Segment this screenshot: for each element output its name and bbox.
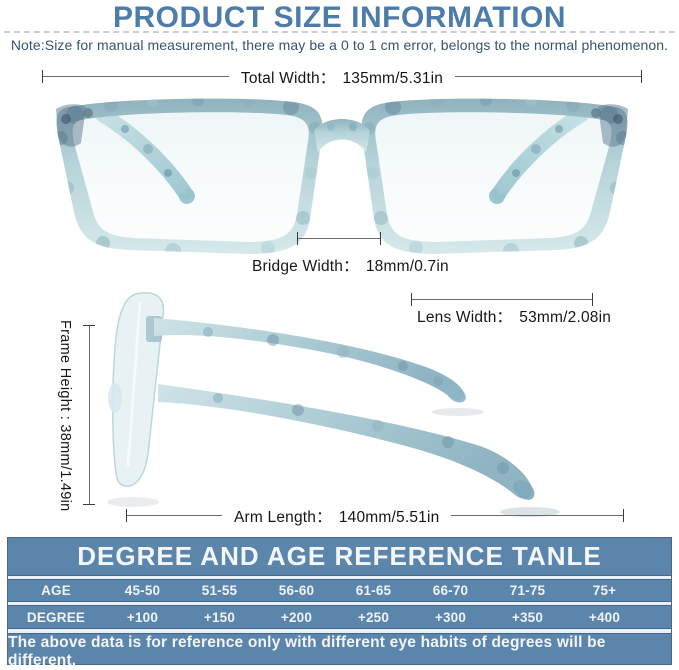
measure-line (127, 515, 222, 516)
age-value-cell: 45-50 (124, 583, 161, 598)
degree-row: DEGREE +100 +150 +200 +250 +300 +350 +40… (8, 606, 671, 628)
total-width-measure: Total Width： 135mm/5.31in (42, 69, 643, 87)
page-title: PRODUCT SIZE INFORMATION (112, 1, 567, 34)
degree-value-cell: +200 (280, 609, 313, 625)
measure-tick (623, 509, 624, 522)
reference-table: DEGREE AND AGE REFERENCE TANLE AGE 45-50… (7, 537, 672, 669)
glasses-side-view (107, 292, 560, 517)
degree-value-cell: +400 (588, 609, 621, 625)
measure-line (88, 326, 90, 504)
measure-tick (411, 293, 412, 306)
measure-tick (592, 293, 593, 306)
table-footnote: The above data is for reference only wit… (8, 634, 606, 669)
measure-tick (641, 70, 643, 83)
measurement-note: Note:Size for manual measurement, there … (10, 37, 669, 53)
table-separator (8, 575, 671, 580)
label-text: Lens Width： (417, 309, 513, 326)
measure-tick (380, 232, 381, 245)
degree-row-label: DEGREE (26, 609, 86, 625)
lens-width-measure (411, 292, 593, 307)
degree-value-cell: +100 (126, 609, 159, 625)
value-text: 18mm/0.7in (365, 258, 449, 275)
age-value-cell: 56-60 (278, 583, 315, 598)
glasses-front-view (56, 93, 632, 268)
dashed-divider (4, 31, 675, 33)
degree-value-cell: +250 (357, 609, 390, 625)
age-row: AGE 45-50 51-55 56-60 61-65 66-70 71-75 … (8, 580, 671, 601)
table-separator (8, 628, 671, 634)
frame-height-measure (82, 325, 96, 505)
value-text: 140mm/5.51in (338, 508, 440, 526)
label-text: Arm Length： (234, 508, 332, 526)
value-text: 135mm/5.31in (342, 69, 444, 87)
label-text: Frame Height : (57, 320, 73, 425)
table-separator (8, 601, 671, 606)
label-text: Bridge Width： (252, 258, 359, 275)
frame-height-label: Frame Height : 38mm/1.49in (57, 320, 73, 516)
table-title: DEGREE AND AGE REFERENCE TANLE (77, 541, 602, 571)
measure-line (455, 76, 642, 77)
measure-line (451, 515, 623, 516)
measure-tick (297, 232, 298, 245)
age-value-cell: 51-55 (201, 583, 238, 598)
value-text: 53mm/2.08in (519, 309, 612, 326)
measure-line (298, 238, 380, 239)
age-value-cell: 61-65 (355, 583, 392, 598)
age-value-cell: 75+ (592, 583, 617, 598)
measure-tick (126, 509, 127, 522)
measure-tick (83, 325, 95, 326)
age-row-label: AGE (41, 583, 71, 598)
measure-tick (42, 70, 43, 83)
degree-value-cell: +300 (434, 609, 467, 625)
measure-line (412, 299, 592, 300)
age-value-cell: 71-75 (509, 583, 546, 598)
arm-length-measure: Arm Length： 140mm/5.51in (126, 508, 624, 526)
total-width-label: Total Width： 135mm/5.31in (241, 66, 443, 88)
bridge-width-label: Bridge Width： 18mm/0.7in (252, 254, 449, 276)
age-value-cell: 66-70 (432, 583, 469, 598)
label-text: Total Width： (240, 69, 336, 87)
measure-tick (83, 504, 95, 505)
value-text: 38mm/1.49in (57, 424, 73, 512)
lens-width-label: Lens Width： 53mm/2.08in (417, 305, 611, 327)
degree-value-cell: +150 (203, 609, 236, 625)
bridge-width-measure (297, 231, 381, 246)
measure-line (43, 76, 229, 77)
arm-length-label: Arm Length： 140mm/5.51in (234, 505, 439, 527)
degree-value-cell: +350 (511, 609, 544, 625)
